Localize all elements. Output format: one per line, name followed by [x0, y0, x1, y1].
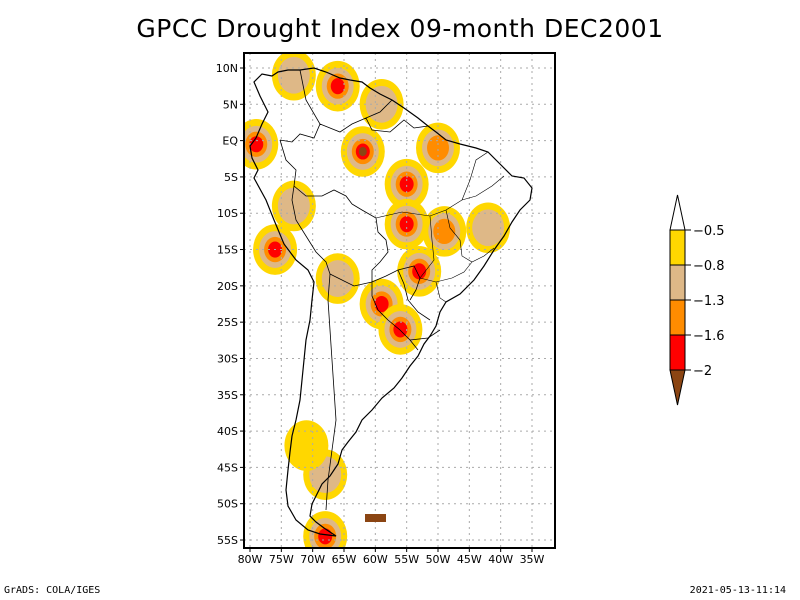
drought-region-para-south	[384, 158, 429, 210]
lon-tick-label: 60W	[363, 553, 388, 566]
colorbar-label: −2	[693, 364, 712, 379]
footer-credit: GrADS: COLA/IGES	[4, 585, 101, 596]
lat-tick-label: 45S	[217, 461, 238, 474]
contour-level-4	[330, 78, 345, 95]
lat-tick-label: 10S	[217, 207, 238, 220]
drought-region-mato-grosso	[384, 198, 429, 250]
lon-tick-label: 45W	[457, 553, 482, 566]
lat-tick-label: 5S	[224, 171, 238, 184]
contour-level-5	[358, 146, 367, 157]
longitude-axis: 80W 75W 70W 65W 60W 55W 50W 45W 40W 35W	[238, 548, 545, 566]
contour-level-4	[374, 295, 389, 313]
drought-region-chile-south	[284, 420, 329, 471]
brazil-state-lines	[375, 151, 505, 303]
lon-tick-label: 65W	[332, 553, 357, 566]
colorbar-label: −0.8	[693, 259, 725, 274]
drought-region-peru-north	[271, 180, 316, 232]
chart-title: GPCC Drought Index 09-month DEC2001	[136, 14, 664, 43]
contour-level-2	[277, 56, 310, 94]
lat-tick-label: 25S	[217, 316, 238, 329]
drought-region-goias	[422, 206, 467, 257]
colorbar-label: −1.6	[693, 329, 725, 344]
contour-level-2	[321, 260, 354, 297]
colorbar-segment	[669, 264, 686, 301]
falklands-islands	[365, 514, 386, 522]
contour-level-2	[277, 187, 310, 225]
drought-region-ecuador-coast	[244, 118, 279, 170]
lat-tick-label: 40S	[217, 425, 238, 438]
lon-tick-label: 50W	[426, 553, 451, 566]
drought-region-colombia-north	[271, 53, 316, 101]
contour-level-2	[472, 209, 505, 247]
lat-tick-label: 50S	[217, 498, 238, 511]
lon-tick-label: 40W	[488, 553, 513, 566]
lat-tick-label: EQ	[222, 135, 238, 148]
footer-timestamp: 2021-05-13-11:14	[689, 585, 786, 596]
lon-tick-label: 75W	[269, 553, 294, 566]
contour-level-4	[399, 176, 414, 193]
lon-tick-label: 70W	[300, 553, 325, 566]
colorbar-bottom-triangle	[669, 369, 686, 406]
lat-tick-label: 10N	[216, 62, 238, 75]
map-frame	[243, 52, 556, 549]
contour-level-4	[399, 216, 414, 233]
lat-tick-label: 30S	[217, 352, 238, 365]
lat-tick-label: 55S	[217, 534, 238, 547]
country-borders	[279, 69, 441, 511]
colorbar: −0.5 −0.8 −1.3 −1.6 −2	[669, 194, 725, 406]
drought-region-amazon-delta	[416, 122, 460, 174]
colorbar-segment	[669, 299, 686, 336]
lon-tick-label: 55W	[394, 553, 419, 566]
colorbar-label: −0.5	[693, 224, 725, 239]
drought-region-bolivia	[315, 253, 360, 304]
drought-shading	[244, 53, 511, 548]
lat-tick-label: 35S	[217, 389, 238, 402]
contour-level-1	[284, 420, 329, 471]
colorbar-top-triangle	[669, 194, 686, 231]
colorbar-segment	[669, 334, 686, 371]
contour-level-4	[318, 528, 333, 545]
drought-region-minas	[397, 246, 442, 297]
south-america-coastline	[249, 67, 533, 537]
colorbar-label: −1.3	[693, 294, 725, 309]
lat-tick-label: 5N	[223, 98, 238, 111]
drought-region-bahia	[466, 202, 511, 254]
drought-region-guyana	[359, 79, 404, 130]
contour-level-3	[427, 135, 449, 161]
contour-level-2	[365, 85, 398, 123]
drought-region-central-amazon	[340, 126, 385, 177]
lon-tick-label: 80W	[238, 553, 263, 566]
contour-level-3	[433, 218, 456, 245]
contour-level-4	[412, 263, 427, 280]
drought-region-venezuela-north	[315, 60, 360, 112]
lat-tick-label: 20S	[217, 280, 238, 293]
lon-tick-label: 35W	[520, 553, 545, 566]
lat-tick-label: 15S	[217, 244, 238, 257]
contour-level-4	[249, 136, 264, 153]
coastline	[249, 67, 533, 537]
latitude-axis: 10N 5N EQ 5S 10S 15S 20S 25S 30S 35S 40S 45S 50S 55S	[216, 62, 244, 547]
colorbar-segment	[669, 229, 686, 266]
